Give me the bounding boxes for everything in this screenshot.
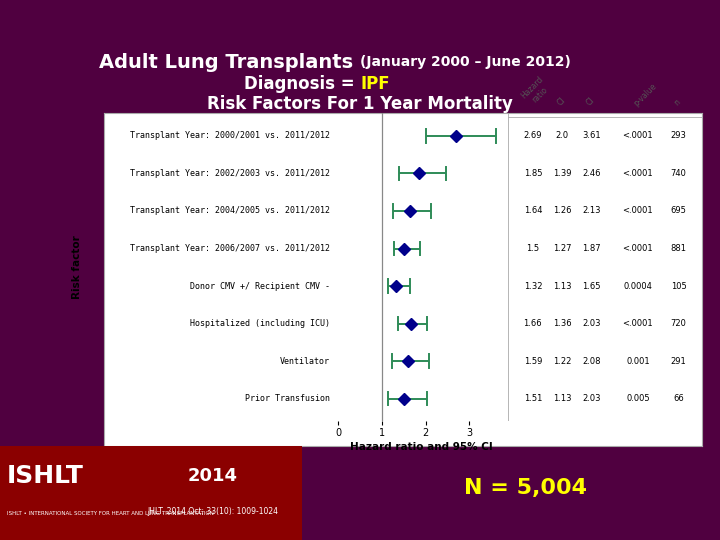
Text: 293: 293 xyxy=(671,131,687,140)
Text: (January 2000 – June 2012): (January 2000 – June 2012) xyxy=(360,55,571,69)
Text: 1.36: 1.36 xyxy=(553,319,572,328)
Text: 1.59: 1.59 xyxy=(523,356,542,366)
Text: Risk Factors For 1 Year Mortality: Risk Factors For 1 Year Mortality xyxy=(207,95,513,113)
Text: 1.26: 1.26 xyxy=(553,206,571,215)
Text: 1.27: 1.27 xyxy=(553,244,571,253)
Text: ISHLT: ISHLT xyxy=(7,464,84,488)
Text: <.0001: <.0001 xyxy=(623,131,653,140)
Text: 291: 291 xyxy=(671,356,687,366)
Text: 1.65: 1.65 xyxy=(582,281,600,291)
Text: Adult Lung Transplants: Adult Lung Transplants xyxy=(99,52,360,72)
Text: 740: 740 xyxy=(671,169,687,178)
Text: Donor CMV +/ Recipient CMV -: Donor CMV +/ Recipient CMV - xyxy=(190,281,330,291)
Text: <.0001: <.0001 xyxy=(623,319,653,328)
Text: 1.39: 1.39 xyxy=(553,169,571,178)
Text: 66: 66 xyxy=(673,394,684,403)
Text: 105: 105 xyxy=(671,281,687,291)
Text: ISHLT • INTERNATIONAL SOCIETY FOR HEART AND LUNG TRANSPLANTATION: ISHLT • INTERNATIONAL SOCIETY FOR HEART … xyxy=(7,511,214,516)
X-axis label: Hazard ratio and 95% CI: Hazard ratio and 95% CI xyxy=(350,442,492,453)
Text: 2.03: 2.03 xyxy=(582,394,600,403)
Text: N = 5,004: N = 5,004 xyxy=(464,478,587,498)
Text: 1.32: 1.32 xyxy=(523,281,542,291)
Text: Transplant Year: 2000/2001 vs. 2011/2012: Transplant Year: 2000/2001 vs. 2011/2012 xyxy=(130,131,330,140)
Text: CI: CI xyxy=(556,96,567,108)
Text: Transplant Year: 2006/2007 vs. 2011/2012: Transplant Year: 2006/2007 vs. 2011/2012 xyxy=(130,244,330,253)
Text: Transplant Year: 2004/2005 vs. 2011/2012: Transplant Year: 2004/2005 vs. 2011/2012 xyxy=(130,206,330,215)
Text: 720: 720 xyxy=(671,319,687,328)
Text: 2.46: 2.46 xyxy=(582,169,600,178)
Text: 1.87: 1.87 xyxy=(582,244,600,253)
Text: 1.13: 1.13 xyxy=(553,281,571,291)
Text: 1.22: 1.22 xyxy=(553,356,571,366)
Text: Ventilator: Ventilator xyxy=(280,356,330,366)
Text: n: n xyxy=(672,98,682,108)
Text: 695: 695 xyxy=(671,206,687,215)
Text: 881: 881 xyxy=(670,244,687,253)
Text: 2014: 2014 xyxy=(187,467,238,485)
Text: Hazard
ratio: Hazard ratio xyxy=(519,75,552,108)
Text: 2.69: 2.69 xyxy=(523,131,542,140)
Text: Transplant Year: 2002/2003 vs. 2011/2012: Transplant Year: 2002/2003 vs. 2011/2012 xyxy=(130,169,330,178)
Bar xyxy=(0,446,302,540)
Text: 1.5: 1.5 xyxy=(526,244,539,253)
Text: 2.0: 2.0 xyxy=(555,131,569,140)
Text: 3.61: 3.61 xyxy=(582,131,600,140)
Text: <.0001: <.0001 xyxy=(623,244,653,253)
Text: <.0001: <.0001 xyxy=(623,206,653,215)
Text: 1.64: 1.64 xyxy=(523,206,542,215)
Text: Risk factor: Risk factor xyxy=(72,235,82,299)
Text: 2.08: 2.08 xyxy=(582,356,600,366)
Text: 1.66: 1.66 xyxy=(523,319,542,328)
Text: p-value: p-value xyxy=(631,82,658,108)
Text: 1.51: 1.51 xyxy=(523,394,542,403)
Text: IPF: IPF xyxy=(360,75,390,93)
Text: Diagnosis =: Diagnosis = xyxy=(243,75,360,93)
Text: JHLT. 2014 Oct; 33(10): 1009-1024: JHLT. 2014 Oct; 33(10): 1009-1024 xyxy=(147,507,278,516)
Text: Prior Transfusion: Prior Transfusion xyxy=(246,394,330,403)
Text: CI: CI xyxy=(585,96,596,108)
Text: 0.001: 0.001 xyxy=(626,356,649,366)
Text: 0.0004: 0.0004 xyxy=(624,281,652,291)
Text: 1.85: 1.85 xyxy=(523,169,542,178)
Text: <.0001: <.0001 xyxy=(623,169,653,178)
Text: Hospitalized (including ICU): Hospitalized (including ICU) xyxy=(190,319,330,328)
Text: 2.13: 2.13 xyxy=(582,206,600,215)
Text: 1.13: 1.13 xyxy=(553,394,571,403)
Text: 2.03: 2.03 xyxy=(582,319,600,328)
Text: 0.005: 0.005 xyxy=(626,394,649,403)
